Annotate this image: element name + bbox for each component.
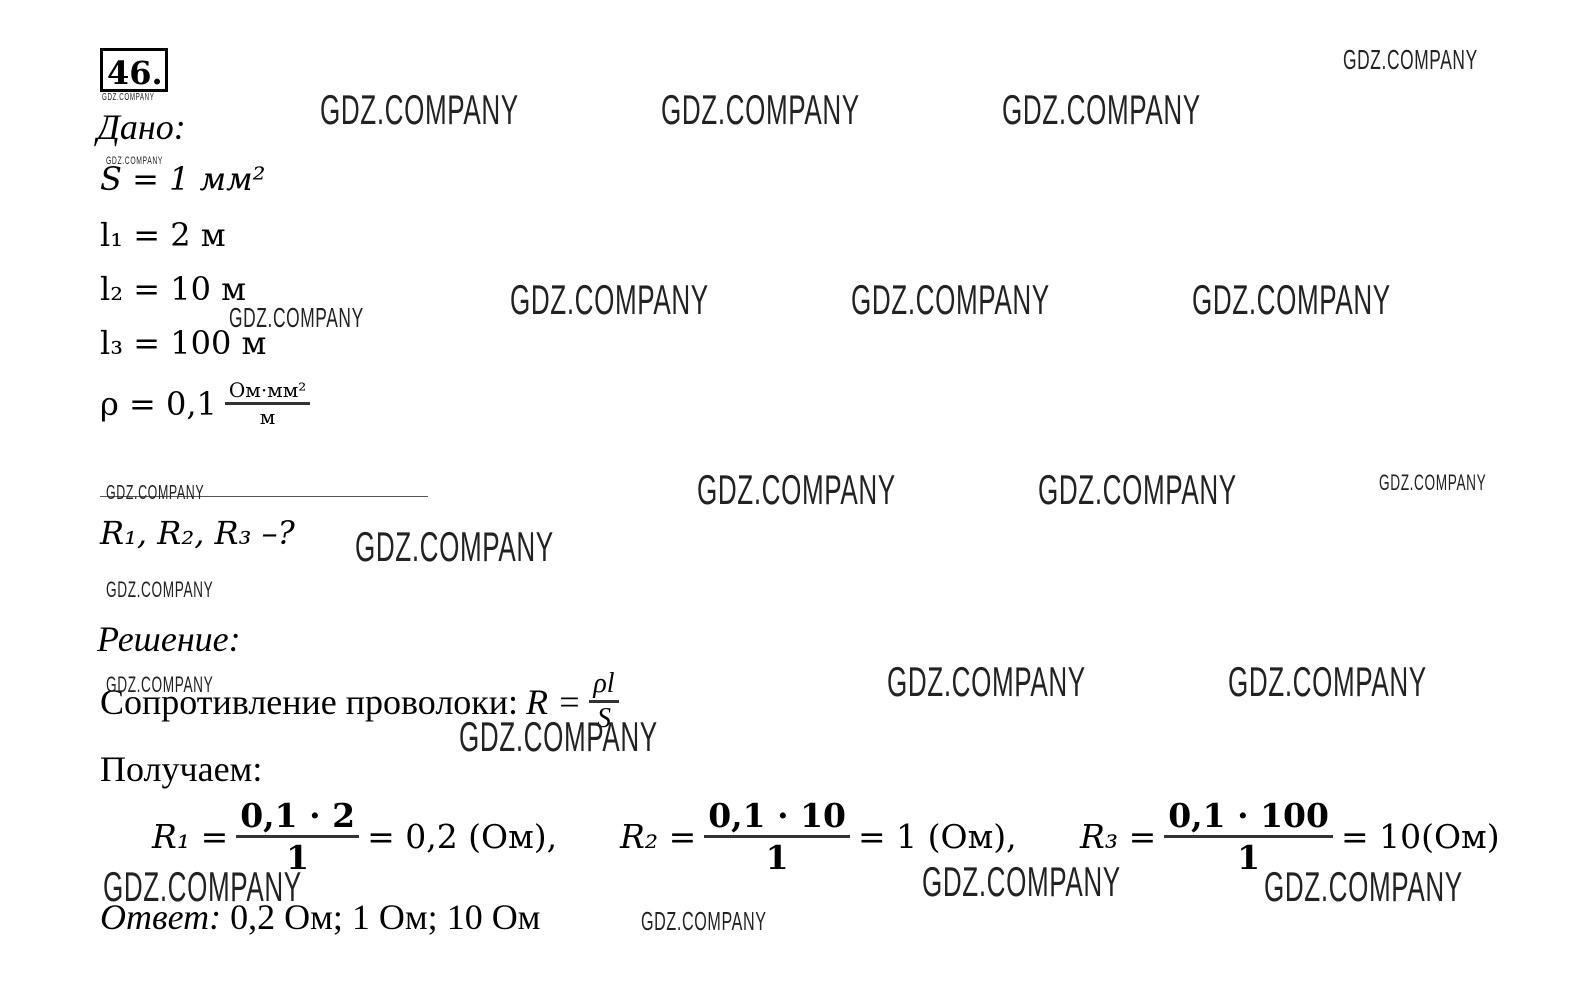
- watermark: GDZ.COMPANY: [922, 858, 1121, 905]
- denominator: S: [596, 703, 611, 734]
- answer: Ответ: 0,2 Ом; 1 Ом; 10 Ом: [100, 896, 540, 938]
- numerator: 0,1 · 100: [1164, 796, 1333, 838]
- numerator: 0,1 · 2: [236, 796, 360, 838]
- given-item: l₁ = 2 м: [100, 216, 226, 254]
- fraction: ρl S: [589, 668, 619, 735]
- equation-lhs: R₃ =: [1080, 817, 1157, 856]
- watermark: GDZ.COMPANY: [103, 863, 302, 910]
- separator: [100, 496, 428, 497]
- equation-rhs: = 1 (Ом),: [858, 817, 1017, 856]
- watermark: GDZ.COMPANY: [106, 672, 214, 697]
- watermark: GDZ.COMPANY: [320, 86, 519, 133]
- answer-text: 0,2 Ом; 1 Ом; 10 Ом: [230, 897, 541, 937]
- equation-rhs: = 10(Ом): [1340, 817, 1500, 856]
- watermark: GDZ.COMPANY: [229, 302, 364, 333]
- denominator: м: [259, 405, 276, 429]
- equation-lhs: R₁ =: [152, 817, 229, 856]
- watermark: GDZ.COMPANY: [102, 92, 155, 103]
- rho-lhs: ρ = 0,1: [100, 384, 217, 423]
- given-item: S = 1 мм²: [100, 160, 266, 198]
- denominator: 1: [765, 838, 789, 877]
- given-item: l₂ = 10 м: [100, 270, 246, 308]
- watermark: GDZ.COMPANY: [661, 86, 860, 133]
- equation: R₁ = 0,1 · 2 1 = 0,2 (Ом),: [152, 796, 557, 877]
- denominator: 1: [1237, 838, 1261, 877]
- problem-number: 46.: [100, 48, 168, 92]
- equation: R₃ = 0,1 · 100 1 = 10(Ом): [1080, 796, 1500, 877]
- numerator: 0,1 · 10: [704, 796, 851, 838]
- watermark: GDZ.COMPANY: [887, 658, 1086, 705]
- watermark: GDZ.COMPANY: [1038, 466, 1237, 513]
- equation-rhs: = 0,2 (Ом),: [367, 817, 558, 856]
- fraction: Ом·мм² м: [224, 378, 311, 429]
- formula-text: Сопротивление проволоки:: [100, 681, 519, 722]
- watermark: GDZ.COMPANY: [1264, 863, 1463, 910]
- watermark: GDZ.COMPANY: [510, 276, 709, 323]
- intro: Получаем:: [100, 749, 263, 789]
- watermark: GDZ.COMPANY: [459, 713, 658, 760]
- answer-label: Ответ:: [100, 897, 222, 937]
- solution-heading: Решение:: [97, 619, 241, 659]
- given-rho: ρ = 0,1 Ом·мм² м: [100, 378, 311, 429]
- formula-lhs: R =: [526, 681, 582, 722]
- watermark: GDZ.COMPANY: [1343, 44, 1478, 75]
- watermark: GDZ.COMPANY: [1228, 658, 1427, 705]
- watermark: GDZ.COMPANY: [1379, 470, 1487, 495]
- watermark: GDZ.COMPANY: [697, 466, 896, 513]
- formula: Сопротивление проволоки: R = ρl S: [100, 668, 619, 735]
- watermark: GDZ.COMPANY: [106, 482, 205, 504]
- fraction: 0,1 · 100 1: [1164, 796, 1333, 877]
- given-item: l₃ = 100 м: [100, 324, 267, 362]
- watermark: GDZ.COMPANY: [641, 906, 767, 936]
- watermark: GDZ.COMPANY: [106, 155, 164, 167]
- numerator: ρl: [589, 668, 619, 703]
- given-heading: Дано:: [97, 107, 186, 147]
- find: R₁, R₂, R₃ –?: [100, 514, 295, 552]
- denominator: 1: [286, 838, 310, 877]
- watermark: GDZ.COMPANY: [1192, 276, 1391, 323]
- equation-lhs: R₂ =: [620, 817, 697, 856]
- numerator: Ом·мм²: [224, 378, 311, 405]
- watermark: GDZ.COMPANY: [355, 523, 554, 570]
- watermark: GDZ.COMPANY: [851, 276, 1050, 323]
- equation: R₂ = 0,1 · 10 1 = 1 (Ом),: [620, 796, 1017, 877]
- fraction: 0,1 · 10 1: [704, 796, 851, 877]
- watermark: GDZ.COMPANY: [1002, 86, 1201, 133]
- watermark: GDZ.COMPANY: [106, 577, 214, 602]
